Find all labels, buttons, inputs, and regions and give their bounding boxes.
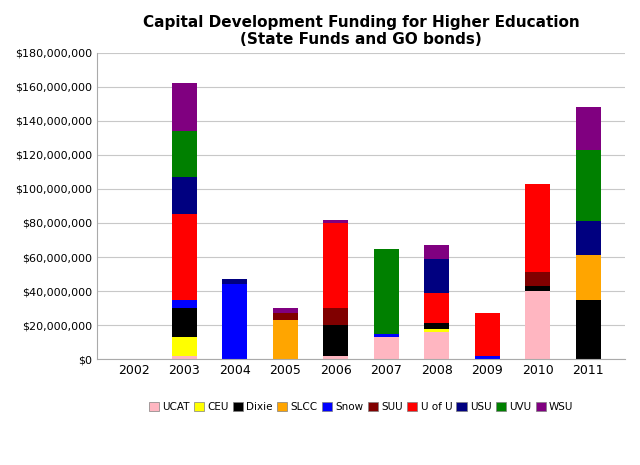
Bar [273, 313, 298, 320]
Bar [172, 356, 196, 359]
Bar [323, 325, 348, 356]
Bar [172, 83, 196, 131]
Bar [273, 308, 298, 313]
Bar [475, 313, 500, 356]
Bar [222, 284, 247, 359]
Bar [424, 259, 449, 293]
Bar [576, 299, 601, 359]
Bar [525, 291, 550, 359]
Title: Capital Development Funding for Higher Education
(State Funds and GO bonds): Capital Development Funding for Higher E… [143, 15, 579, 47]
Legend: UCAT, CEU, Dixie, SLCC, Snow, SUU, U of U, USU, UVU, WSU: UCAT, CEU, Dixie, SLCC, Snow, SUU, U of … [145, 398, 578, 417]
Bar [172, 131, 196, 177]
Bar [475, 356, 500, 359]
Bar [424, 332, 449, 359]
Bar [424, 324, 449, 329]
Bar [172, 337, 196, 356]
Bar [323, 219, 348, 223]
Bar [273, 320, 298, 359]
Bar [323, 308, 348, 325]
Bar [374, 333, 399, 337]
Bar [576, 221, 601, 255]
Bar [576, 107, 601, 150]
Bar [323, 356, 348, 359]
Bar [525, 272, 550, 286]
Bar [424, 293, 449, 324]
Bar [172, 308, 196, 337]
Bar [424, 245, 449, 259]
Bar [424, 329, 449, 332]
Bar [576, 150, 601, 221]
Bar [172, 177, 196, 214]
Bar [172, 299, 196, 308]
Bar [525, 286, 550, 291]
Bar [222, 279, 247, 284]
Bar [576, 255, 601, 299]
Bar [374, 248, 399, 333]
Bar [172, 214, 196, 299]
Bar [323, 223, 348, 308]
Bar [525, 184, 550, 272]
Bar [374, 337, 399, 359]
